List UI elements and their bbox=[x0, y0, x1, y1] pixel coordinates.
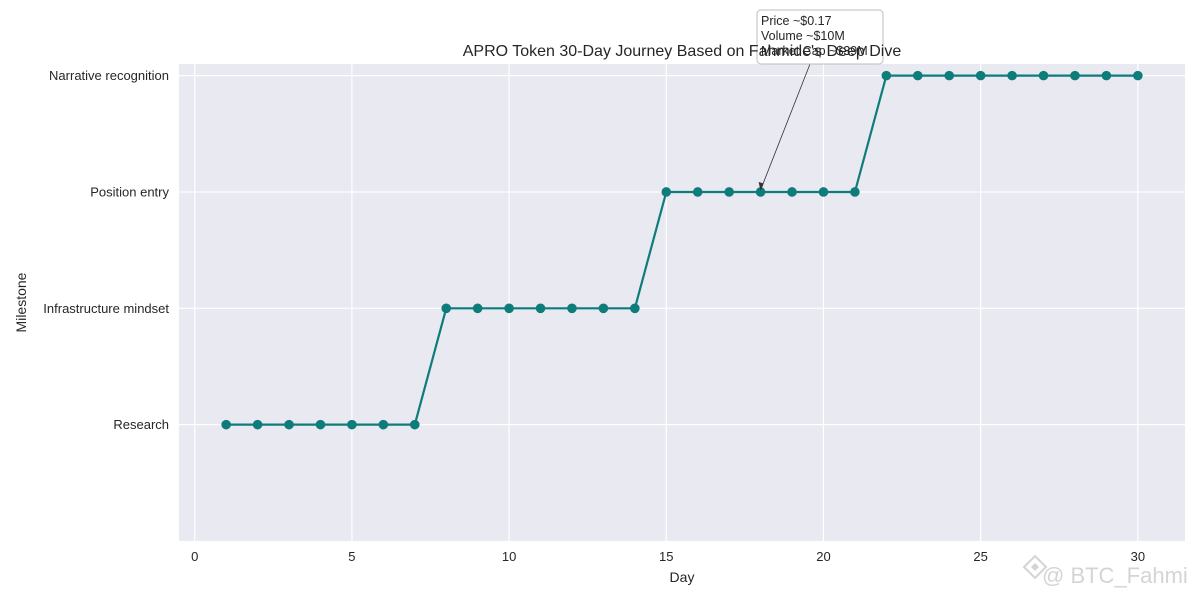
data-point bbox=[1133, 70, 1143, 81]
data-point bbox=[472, 303, 483, 314]
annotation-arrow bbox=[760, 63, 811, 191]
series-layer bbox=[221, 70, 1143, 430]
x-tick-label: 25 bbox=[973, 549, 987, 564]
data-point bbox=[284, 419, 294, 430]
x-tick-label: 10 bbox=[502, 549, 516, 564]
data-point bbox=[409, 419, 420, 430]
data-point bbox=[881, 70, 892, 81]
data-point bbox=[661, 187, 672, 197]
y-tick-label: Research bbox=[113, 417, 169, 432]
x-tick-label: 5 bbox=[348, 549, 355, 564]
data-point bbox=[850, 187, 860, 197]
data-point bbox=[378, 419, 389, 430]
chart-title: APRO Token 30-Day Journey Based on Fahmi… bbox=[463, 43, 902, 60]
data-point bbox=[567, 303, 577, 314]
data-point bbox=[315, 419, 326, 430]
data-point bbox=[944, 70, 955, 81]
annotation-line: Price ~$0.17 bbox=[761, 14, 832, 28]
data-point bbox=[1101, 70, 1112, 81]
plot-area bbox=[179, 64, 1185, 541]
data-point bbox=[1038, 70, 1049, 81]
data-point bbox=[630, 303, 640, 314]
data-point bbox=[252, 419, 263, 430]
data-point bbox=[692, 187, 703, 197]
data-point bbox=[598, 303, 609, 314]
annotation-arrowhead bbox=[758, 181, 764, 191]
annotation-box bbox=[756, 9, 884, 65]
y-axis-label: Milestone bbox=[13, 272, 29, 332]
data-point bbox=[912, 70, 923, 81]
annotation-line: Volume ~$10M bbox=[761, 29, 845, 43]
watermark-text: @ BTC_Fahmi bbox=[1042, 563, 1188, 588]
data-point bbox=[221, 419, 231, 430]
x-tick-label: 0 bbox=[191, 549, 198, 564]
data-point bbox=[504, 303, 514, 314]
binance-logo-icon bbox=[1022, 554, 1048, 580]
x-tick-label: 15 bbox=[659, 549, 673, 564]
data-point bbox=[441, 303, 452, 314]
data-point bbox=[975, 70, 986, 81]
grid-lines bbox=[179, 64, 1185, 541]
data-point bbox=[787, 187, 797, 197]
data-point bbox=[818, 187, 829, 197]
x-tick-labels: 0 5 10 15 20 25 30 bbox=[191, 549, 1145, 564]
data-point bbox=[535, 303, 546, 314]
y-tick-label: Position entry bbox=[90, 184, 169, 199]
data-point bbox=[1070, 70, 1080, 81]
series-line bbox=[226, 74, 1138, 426]
annotation-line: Market Cap ~$39M bbox=[761, 44, 868, 58]
x-tick-label: 30 bbox=[1131, 549, 1145, 564]
y-tick-labels: Research Infrastructure mindset Position e… bbox=[43, 68, 169, 432]
y-tick-label: Infrastructure mindset bbox=[43, 301, 169, 316]
data-point bbox=[755, 187, 766, 197]
watermark: @ BTC_Fahmi bbox=[1022, 554, 1188, 588]
data-point bbox=[1007, 70, 1017, 81]
y-tick-label: Narrative recognition bbox=[49, 68, 169, 83]
x-axis-label: Day bbox=[670, 569, 695, 585]
data-point bbox=[347, 419, 357, 430]
x-tick-label: 20 bbox=[816, 549, 830, 564]
data-point bbox=[724, 187, 734, 197]
